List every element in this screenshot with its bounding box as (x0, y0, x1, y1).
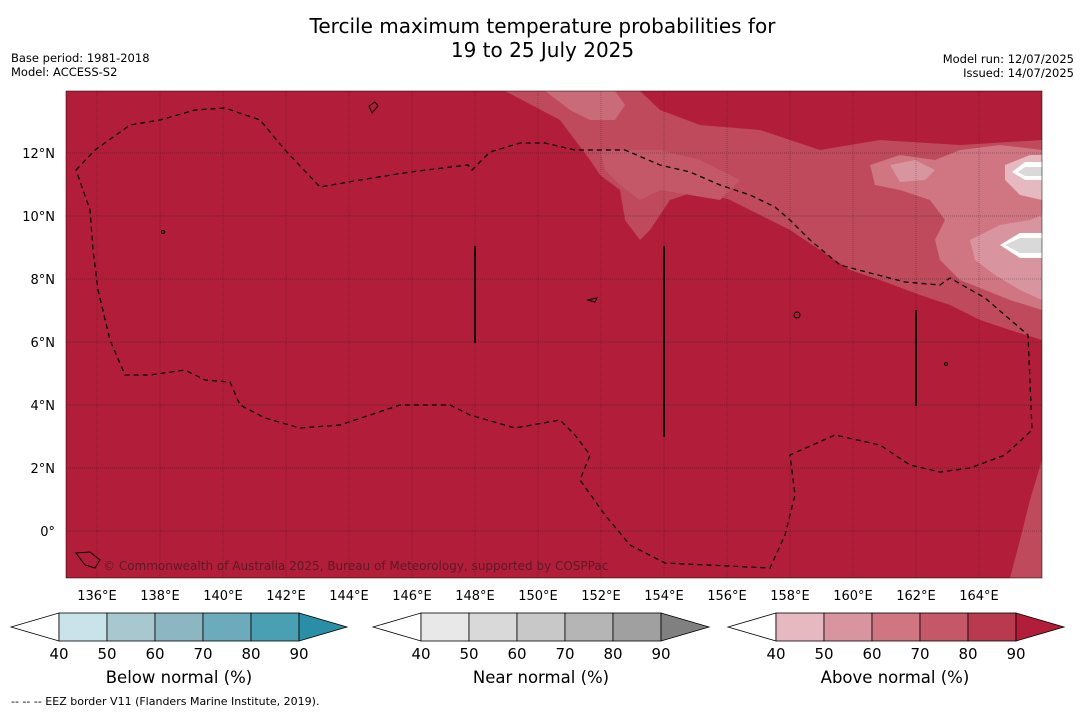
colorbar-segment (250, 612, 300, 642)
longitude-label: 158°E (770, 589, 810, 604)
longitude-label: 164°E (959, 589, 999, 604)
colorbar-min-arrow (371, 612, 422, 642)
colorbar-segment (823, 612, 873, 642)
colorbar-tick-label: 80 (958, 645, 977, 663)
colorbar-tick-label: 80 (241, 645, 260, 663)
title-line-1: Tercile maximum temperature probabilitie… (309, 14, 776, 38)
colorbar-segment (468, 612, 518, 642)
colorbar-min-arrow (9, 612, 60, 642)
longitude-label: 146°E (392, 589, 432, 604)
longitude-label: 162°E (896, 589, 936, 604)
island-6 (944, 362, 948, 366)
colorbars: 40 50 60 70 80 90 40 50 60 70 80 90 40 50 60 70 80 90 (9, 612, 1066, 663)
latitude-label: 10°N (22, 210, 55, 225)
title-line-2: 19 to 25 July 2025 (450, 38, 635, 62)
colorbar-tick-label: 70 (555, 645, 574, 663)
colorbar-tick-label: 90 (289, 645, 308, 663)
latitude-label: 8°N (31, 273, 56, 288)
map-frame (65, 90, 1043, 579)
colorbar-tick-label: 60 (862, 645, 881, 663)
colorbar-tick-label: 90 (651, 645, 670, 663)
colorbar-segment (919, 612, 969, 642)
colorbar-tick-label: 50 (97, 645, 116, 663)
colorbar-label-below: Below normal (%) (105, 668, 253, 687)
island-1 (368, 101, 379, 114)
colorbar-tick-label: 70 (910, 645, 929, 663)
colorbar-tick-label: 40 (411, 645, 430, 663)
issued-date: Issued: 14/07/2025 (963, 66, 1074, 80)
colorbar-tick-label: 50 (814, 645, 833, 663)
latitude-label: 2°N (31, 462, 56, 477)
colorbar-segment (775, 612, 825, 642)
colorbar-segment (516, 612, 566, 642)
colorbar-segment (106, 612, 156, 642)
right-metadata: Model run: 12/07/2025 Issued: 14/07/2025 (943, 52, 1074, 80)
colorbar-segment (612, 612, 662, 642)
longitude-labels: 136°E 138°E 140°E 142°E 144°E 146°E 148°E 150°E… (77, 589, 999, 604)
shade-near-a (1005, 238, 1042, 253)
longitude-label: 138°E (140, 589, 180, 604)
footer-note: -- -- -- EEZ border V11 (Flanders Marine… (11, 695, 320, 708)
colorbar-tick-label: 70 (193, 645, 212, 663)
model-name: Model: ACCESS-S2 (11, 65, 118, 79)
colorbar-min-arrow (726, 612, 777, 642)
colorbar-tick-label: 80 (603, 645, 622, 663)
island-4 (75, 551, 101, 569)
colorbar-tick-label: 40 (49, 645, 68, 663)
island-2 (793, 311, 801, 319)
colorbar-segment (58, 612, 108, 642)
longitude-label: 156°E (707, 589, 747, 604)
colorbar-segment (967, 612, 1017, 642)
longitude-label: 136°E (77, 589, 117, 604)
copyright-text: © Commonwealth of Australia 2025, Bureau… (103, 559, 608, 573)
islands (75, 101, 948, 569)
latitude-label: 6°N (31, 336, 56, 351)
eez-segments (474, 246, 917, 437)
island-3 (586, 297, 598, 303)
colorbar-segment (871, 612, 921, 642)
colorbar-segment (564, 612, 614, 642)
longitude-label: 150°E (518, 589, 558, 604)
colorbar-segment (202, 612, 252, 642)
longitude-label: 160°E (833, 589, 873, 604)
longitude-label: 154°E (644, 589, 684, 604)
colorbar-tick-label: 60 (145, 645, 164, 663)
colorbar-label-above: Above normal (%) (820, 668, 970, 687)
shade-above-70c (1010, 460, 1042, 578)
latitude-label: 0° (40, 525, 55, 540)
longitude-label: 152°E (581, 589, 621, 604)
colorbar-tick-label: 90 (1006, 645, 1025, 663)
colorbar-segment (420, 612, 470, 642)
colorbar-label-near: Near normal (%) (472, 668, 610, 687)
map-title: Tercile maximum temperature probabilitie… (0, 14, 1085, 62)
shade-near-b (1018, 167, 1042, 176)
colorbar-tick-label: 60 (507, 645, 526, 663)
colorbar-max-arrow (660, 612, 711, 642)
probability-shading (505, 91, 1042, 578)
colorbar-max-arrow (1015, 612, 1066, 642)
longitude-label: 144°E (329, 589, 369, 604)
island-5 (161, 230, 165, 234)
shade-above-80a (545, 91, 625, 120)
colorbar-max-arrow (298, 612, 349, 642)
latitude-labels: 12°N 10°N 8°N 6°N 4°N 2°N 0° (22, 147, 55, 540)
latitude-label: 4°N (31, 399, 56, 414)
left-metadata: Base period: 1981-2018 Model: ACCESS-S2 (11, 51, 150, 79)
colorbar-tick-label: 50 (459, 645, 478, 663)
latitude-label: 12°N (22, 147, 55, 162)
shade-above-60a (890, 160, 935, 182)
model-run: Model run: 12/07/2025 (942, 52, 1074, 66)
colorbar-tick-label: 40 (766, 645, 785, 663)
longitude-label: 148°E (455, 589, 495, 604)
longitude-label: 142°E (266, 589, 306, 604)
graticule (66, 91, 1042, 578)
colorbar-segment (154, 612, 204, 642)
shade-above-80b (600, 150, 740, 200)
longitude-label: 140°E (203, 589, 243, 604)
base-period: Base period: 1981-2018 (11, 51, 150, 65)
